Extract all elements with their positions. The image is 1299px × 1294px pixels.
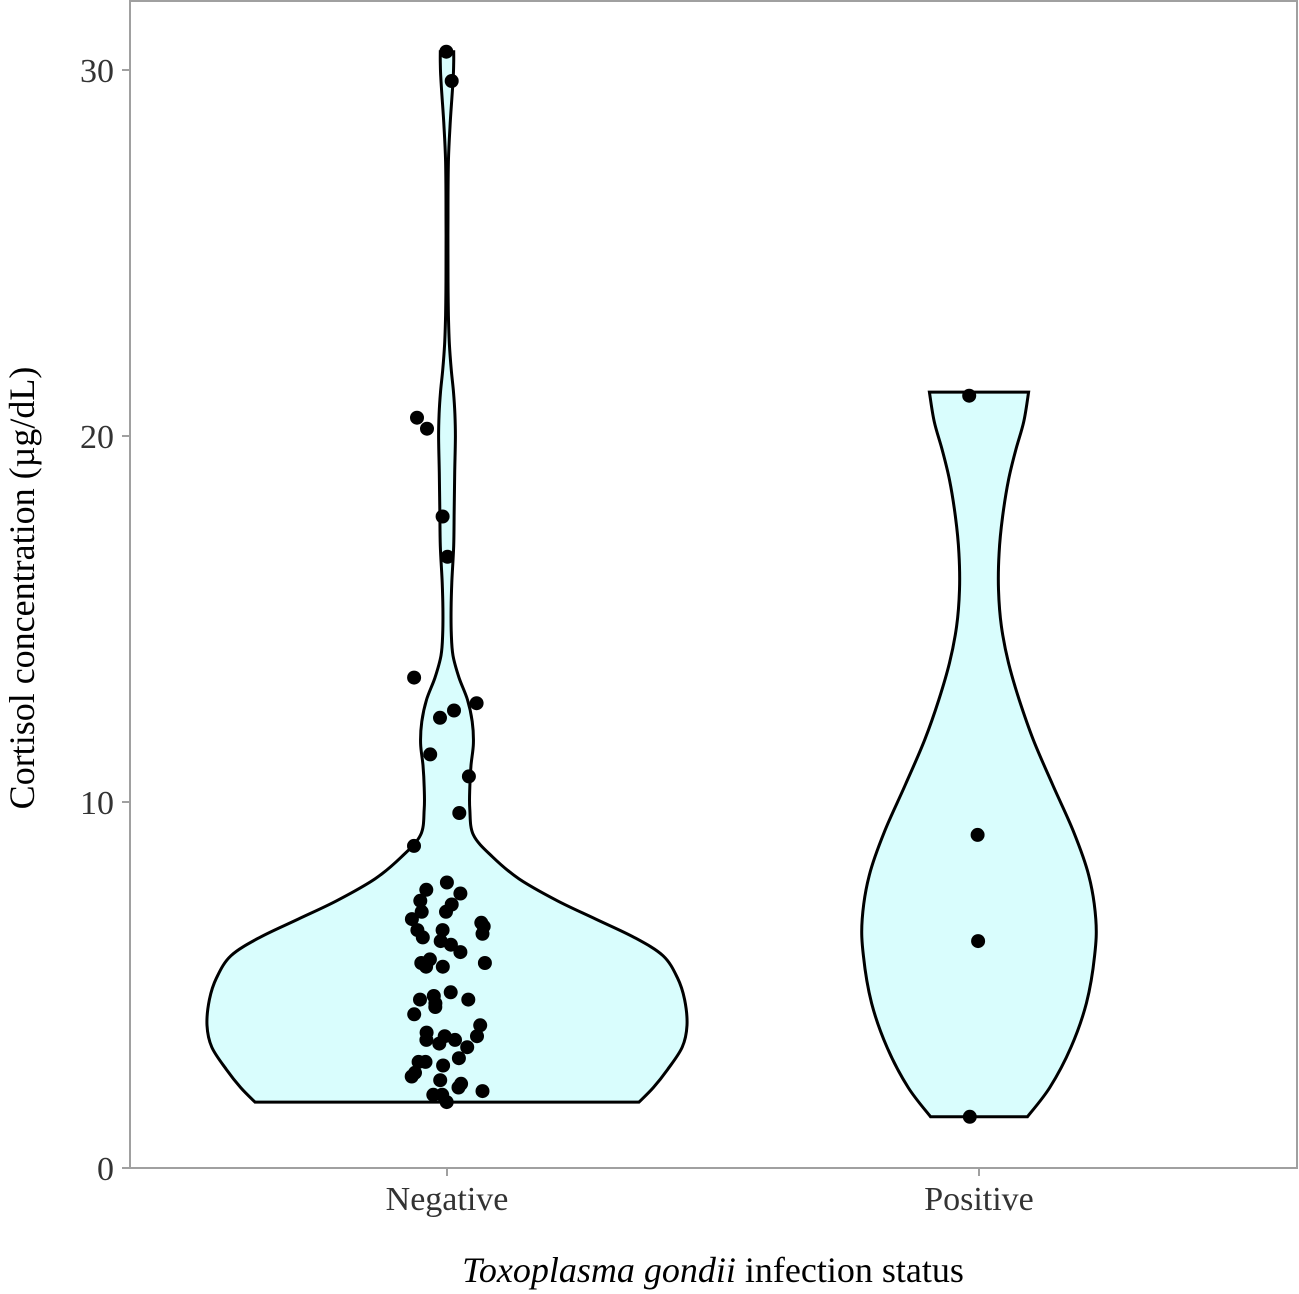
data-point-negative — [473, 1018, 488, 1033]
data-point-negative — [477, 956, 492, 970]
data-point-positive — [970, 827, 985, 842]
data-point-negative — [435, 923, 450, 938]
data-point-negative — [428, 1000, 443, 1014]
data-point-negative — [433, 710, 447, 725]
violins — [205, 50, 1098, 1119]
data-point-negative — [435, 509, 450, 524]
y-axis-ticks: 0 10 20 30 — [80, 53, 130, 1188]
data-point-negative — [410, 410, 424, 425]
data-point-negative — [439, 875, 454, 890]
data-point-negative — [443, 937, 458, 952]
data-point-negative — [452, 806, 467, 820]
data-point-negative — [475, 1084, 490, 1099]
x-axis-title-italic: Toxoplasma gondii — [462, 1250, 736, 1290]
data-point-negative — [470, 1029, 484, 1044]
violin-positive — [860, 390, 1098, 1119]
data-point-negative — [469, 696, 484, 711]
data-point-negative — [419, 1032, 434, 1047]
data-point-negative — [413, 893, 428, 908]
data-point-negative — [440, 549, 455, 564]
data-point-negative — [419, 882, 434, 897]
data-point-positive — [962, 388, 977, 403]
data-point-negative — [444, 74, 459, 88]
data-point-negative — [415, 930, 430, 945]
data-point-negative — [475, 926, 490, 941]
data-point-negative — [414, 904, 429, 919]
data-point-negative — [433, 1073, 448, 1088]
x-axis-title: Toxoplasma gondii infection status — [462, 1250, 964, 1290]
data-point-positive — [962, 1109, 977, 1124]
y-axis-title: Cortisol concentration (µg/dL) — [2, 367, 42, 810]
data-point-negative — [461, 992, 476, 1007]
data-point-negative — [404, 1069, 419, 1084]
y-tick-label: 0 — [97, 1151, 114, 1188]
data-point-negative — [436, 1058, 451, 1073]
data-point-negative — [413, 992, 427, 1007]
data-point-negative — [432, 1036, 447, 1051]
data-point-negative — [419, 959, 434, 974]
data-point-negative — [451, 1080, 466, 1095]
data-point-negative — [407, 1007, 422, 1022]
plot-frame — [129, 0, 1298, 1169]
data-point-negative — [435, 959, 450, 974]
data-point-negative — [453, 945, 468, 960]
y-tick-label: 10 — [80, 785, 114, 822]
x-tick-label-negative: Negative — [386, 1181, 509, 1218]
data-point-negative — [418, 1054, 433, 1069]
data-point-negative — [407, 670, 422, 685]
data-point-positive — [971, 934, 986, 949]
data-point-negative — [439, 1095, 454, 1110]
data-point-negative — [404, 912, 419, 927]
data-point-negative — [451, 1051, 466, 1066]
data-point-negative — [448, 1032, 462, 1047]
data-point-negative — [443, 985, 458, 1000]
x-axis-title-rest: infection status — [736, 1250, 964, 1290]
data-points — [404, 44, 986, 1124]
data-point-negative — [423, 747, 438, 762]
data-point-negative — [420, 421, 434, 436]
data-point-negative — [461, 769, 476, 784]
y-tick-label: 20 — [80, 419, 114, 456]
y-tick-label: 30 — [80, 53, 114, 90]
data-point-negative — [439, 44, 454, 59]
data-point-negative — [407, 838, 421, 853]
x-tick-label-positive: Positive — [924, 1181, 1034, 1218]
x-axis-ticks: Negative Positive — [386, 1168, 1034, 1218]
data-point-negative — [460, 1040, 475, 1055]
data-point-negative — [439, 904, 453, 919]
data-point-negative — [447, 703, 461, 718]
data-point-negative — [453, 886, 468, 901]
